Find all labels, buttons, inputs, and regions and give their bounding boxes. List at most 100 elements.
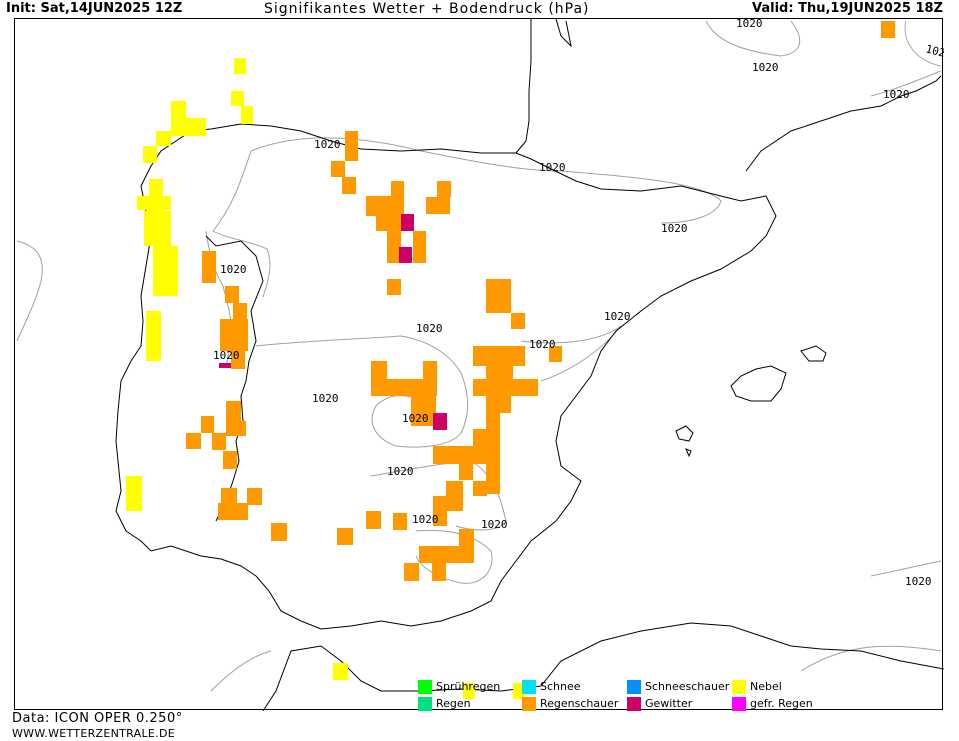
isobar-label: 1020 [661,222,688,235]
isobar-label: 1020 [736,19,763,30]
legend-item-spruehregen: Sprühregen [418,680,500,694]
fog-cell [153,246,178,296]
legend-swatch [732,697,746,711]
shower-cell [423,361,437,379]
legend-label: Schnee [540,680,581,693]
fog-cell [231,91,244,106]
shower-cell [202,251,216,283]
shower-cell [212,433,226,450]
shower-cell [437,181,451,197]
isobar-line [16,240,43,342]
isobar-label: 1020 [481,518,508,531]
shower-cell [393,513,407,530]
portugal-border [205,235,264,522]
legend-item-schneeschauer: Schneeschauer [627,680,729,694]
shower-cell [432,563,446,581]
shower-cell [387,379,437,396]
legend-swatch [522,680,536,694]
isobar-line [210,650,272,692]
map-frame: 1020 1020 1020 1020 1020 1020 1020 1020 … [14,18,944,711]
shower-cell [231,351,245,369]
legend-swatch [418,697,432,711]
pyrenees-border [515,19,532,154]
init-time: Init: Sat,14JUN2025 12Z [6,1,183,16]
shower-cell [387,279,401,295]
isobar-label: 1020 [387,465,414,478]
africa-coast [262,622,944,711]
fog-cell [241,106,253,124]
shower-cell [404,563,419,581]
legend-item-regen: Regen [418,697,471,711]
gulf-of-lion [745,75,942,172]
legend-item-gefr-regen: gefr. Regen [732,697,813,711]
shower-cell [413,231,426,263]
isobar-line [255,335,469,448]
fog-cell [463,683,475,699]
thunderstorm-cell [219,363,231,368]
shower-cells [186,131,562,581]
legend-item-schnee: Schnee [522,680,581,694]
france-coast [555,19,572,48]
weather-cells [126,21,895,699]
isobar-label: 1020 [416,322,443,335]
fog-cell [186,118,206,136]
shower-cell [376,211,401,231]
shower-cell [342,177,356,194]
isobar-line [212,150,271,298]
isobar-label: 1020 [402,412,429,425]
shower-cell [513,379,538,396]
shower-cell [419,546,474,563]
shower-cell [247,488,262,505]
shower-cell [511,313,525,329]
isobar-label: 1020 [312,392,339,405]
isobar-line [870,560,942,577]
isobar-label: 1020 [314,138,341,151]
isobar-label: 1020 [883,88,910,101]
shower-cell [446,481,463,511]
fog-cell [333,663,348,680]
shower-cell [186,433,201,449]
legend-item-gewitter: Gewitter [627,697,692,711]
map-title: Signifikantes Wetter + Bodendruck (hPa) [264,1,590,17]
legend-label: Gewitter [645,697,693,710]
isobar-label: 102 [924,42,944,60]
fog-cell [143,146,157,163]
isobar-label: 1020 [905,575,932,588]
fog-cell [146,311,161,361]
fog-cell [156,131,171,146]
shower-cell [233,421,246,436]
legend-swatch [627,680,641,694]
legend-label: gefr. Regen [750,697,813,710]
legend-swatch [627,697,641,711]
isobar-line [520,325,622,382]
legend-swatch [732,680,746,694]
legend-item-regenschauer: Regenschauer [522,697,618,711]
formentera [685,448,692,458]
shower-cell [473,429,500,446]
shower-cell [459,464,473,480]
isobar-label: 1020 [412,513,439,526]
legend-item-nebel: Nebel [732,680,782,694]
shower-cell [486,396,511,413]
shower-cell [218,503,248,520]
data-source: Data: ICON OPER 0.250° [12,711,183,726]
website-link[interactable]: WWW.WETTERZENTRALE.DE [12,727,175,740]
weather-map: 1020 1020 1020 1020 1020 1020 1020 1020 … [16,19,944,711]
shower-cell [387,231,401,263]
thunderstorm-cells [219,214,447,430]
thunderstorm-cell [401,214,414,231]
isobar-line [870,70,942,97]
isobar-label: 1020 [213,349,240,362]
fog-cells [126,58,525,699]
shower-cell [473,481,487,496]
isobar-label: 1020 [220,263,247,276]
fog-cell [171,101,186,136]
shower-cell [411,396,436,426]
shower-cell [220,319,248,351]
shower-cell [271,523,287,541]
menorca [800,345,827,362]
fog-cell [126,476,142,511]
shower-cell [881,21,895,38]
shower-cell [233,303,247,319]
legend-label: Nebel [750,680,782,693]
